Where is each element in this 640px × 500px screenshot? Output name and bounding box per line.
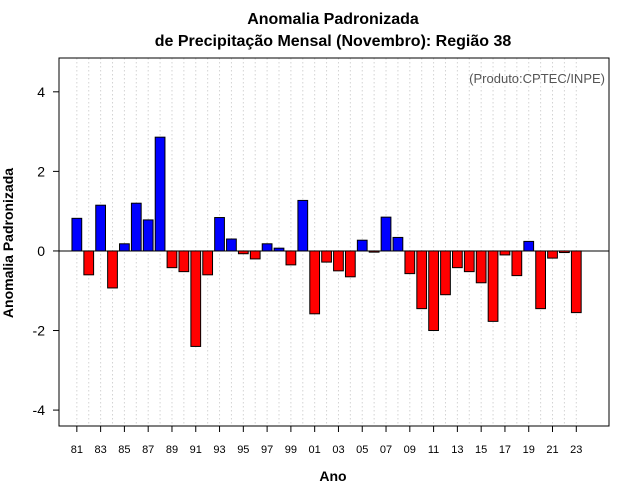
x-tick-label: 03 [332, 444, 344, 456]
x-tick-label: 91 [190, 444, 202, 456]
bar-2023 [570, 250, 582, 314]
y-tick-label: -2 [33, 323, 46, 339]
bar-1991 [190, 250, 202, 347]
x-tick-label: 17 [499, 444, 511, 456]
bar-2002 [321, 250, 332, 263]
bar-2008 [392, 236, 404, 252]
credit-label: (Produto:CPTEC/INPE) [469, 71, 605, 86]
bar-2014 [463, 250, 475, 273]
bar-2010 [416, 250, 428, 310]
bar-2011 [428, 250, 439, 332]
bar-1997 [261, 243, 273, 252]
x-tick-label: 93 [213, 444, 225, 456]
y-tick-label: 0 [37, 243, 45, 259]
bar-2006 [368, 250, 380, 253]
bar-2016 [487, 250, 499, 322]
x-tick-label: 01 [309, 444, 321, 456]
x-tick-label: 87 [142, 444, 154, 456]
x-tick-label: 11 [428, 444, 439, 456]
x-tick-label: 83 [94, 444, 106, 456]
chart-subtitle: de Precipitação Mensal (Novembro): Regiã… [155, 33, 512, 50]
bar-1986 [130, 202, 142, 252]
bar-2015 [475, 250, 487, 284]
x-tick-label: 07 [380, 444, 392, 456]
x-tick-label: 13 [451, 444, 463, 456]
bar-1996 [249, 250, 261, 260]
bar-2005 [356, 239, 368, 252]
x-tick-label: 09 [404, 444, 416, 456]
bar-1995 [237, 250, 249, 255]
x-tick-label: 21 [546, 444, 558, 456]
bar-2013 [452, 250, 463, 269]
bar-2009 [404, 250, 416, 275]
x-tick-label: 19 [523, 444, 535, 456]
y-tick-label: 4 [37, 84, 45, 100]
bar-1989 [166, 250, 178, 269]
plot-frame [58, 57, 610, 427]
y-axis-title: Anomalia Padronizada [0, 168, 16, 318]
bar-2000 [297, 199, 309, 252]
y-axis: -4 -2 0 2 4 [33, 84, 59, 418]
bar-2017 [499, 250, 511, 256]
chart-title: Anomalia Padronizada [247, 11, 419, 28]
x-axis: 81 83 85 87 89 91 93 95 97 99 01 03 05 07 09 11 13 15 17 19… [71, 426, 582, 456]
x-tick-label: 85 [118, 444, 130, 456]
x-tick-label: 89 [166, 444, 178, 456]
bar-1990 [178, 250, 190, 273]
bar-1992 [202, 250, 214, 276]
bar-1993 [214, 217, 225, 252]
bar-1983 [95, 204, 106, 252]
bar-1981 [71, 217, 83, 252]
bar-2012 [440, 250, 451, 296]
bar-1987 [142, 219, 154, 252]
y-tick-label: 2 [37, 163, 45, 179]
x-tick-label: 95 [237, 444, 249, 456]
x-axis-title: Ano [319, 468, 346, 484]
bar-2007 [380, 216, 392, 252]
bar-2018 [511, 250, 523, 277]
x-tick-label: 97 [261, 444, 273, 456]
bar-1999 [285, 250, 297, 266]
bar-2003 [333, 250, 344, 272]
bar-1988 [154, 136, 166, 252]
bars [71, 136, 582, 347]
bar-1985 [119, 243, 130, 252]
bar-1998 [273, 247, 285, 252]
bar-1994 [226, 238, 237, 252]
bar-2022 [559, 250, 570, 254]
x-tick-label: 23 [570, 444, 582, 456]
x-tick-label: 05 [356, 444, 368, 456]
bar-2019 [523, 240, 535, 252]
x-tick-label: 15 [475, 444, 487, 456]
bar-1984 [107, 250, 118, 289]
bar-2021 [547, 250, 558, 259]
x-tick-label: 81 [71, 444, 83, 456]
bar-2004 [344, 250, 356, 278]
y-tick-label: -4 [33, 402, 46, 418]
bar-1982 [83, 250, 95, 276]
bar-2020 [535, 250, 546, 310]
x-tick-label: 99 [285, 444, 297, 456]
bar-2001 [309, 250, 321, 315]
